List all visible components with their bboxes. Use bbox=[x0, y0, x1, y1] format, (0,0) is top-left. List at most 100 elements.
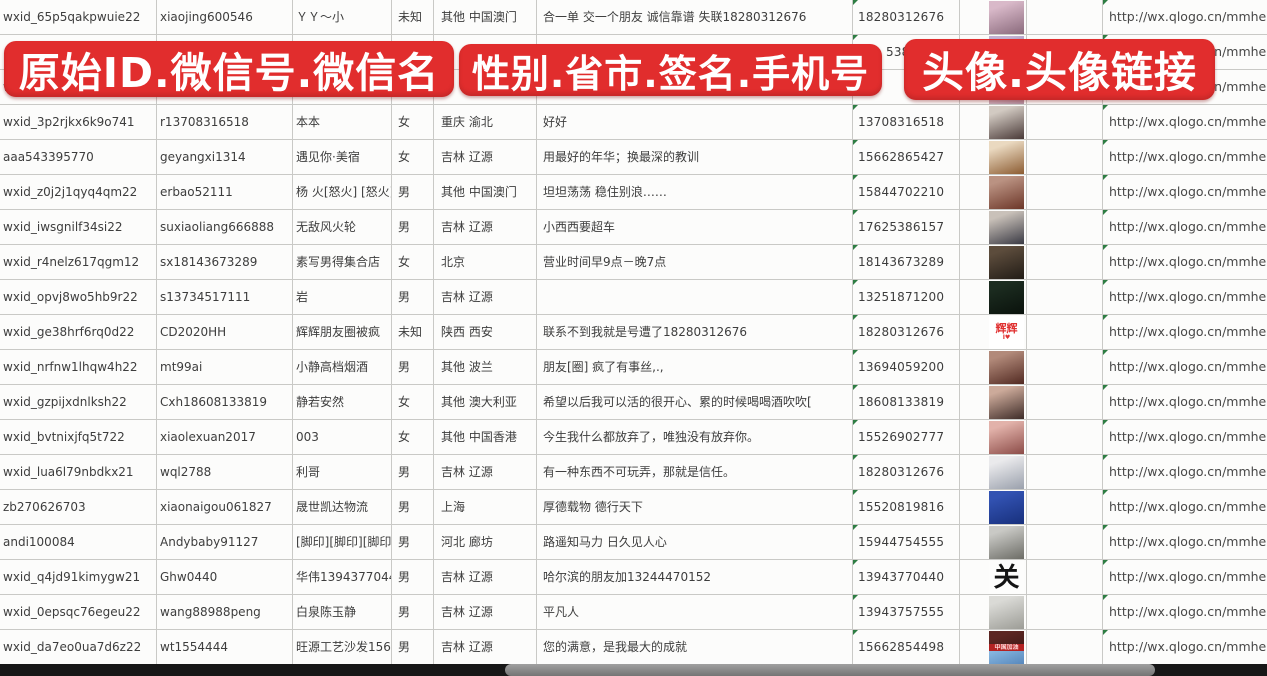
cell-phone[interactable]: 18280312676 bbox=[853, 315, 960, 350]
cell-phone[interactable]: 15662865427 bbox=[853, 140, 960, 175]
cell-gender[interactable]: 男 bbox=[392, 490, 434, 525]
cell-phone[interactable]: 13694059200 bbox=[853, 350, 960, 385]
cell-gender[interactable]: 男 bbox=[392, 280, 434, 315]
scrollbar-thumb[interactable] bbox=[505, 664, 1155, 676]
cell-wechat-id[interactable]: Andybaby91127 bbox=[157, 525, 293, 560]
cell-wechat-id[interactable]: Ghw0440 bbox=[157, 560, 293, 595]
cell-avatar-link[interactable]: http://wx.qlogo.cn/mmhead bbox=[1103, 245, 1267, 280]
cell-empty[interactable] bbox=[1027, 560, 1103, 595]
cell-gender[interactable]: 男 bbox=[392, 630, 434, 665]
cell-original-id[interactable]: wxid_0epsqc76egeu22 bbox=[0, 595, 157, 630]
cell-gender[interactable]: 女 bbox=[392, 140, 434, 175]
cell-wechat-id[interactable]: sx18143673289 bbox=[157, 245, 293, 280]
cell-signature[interactable]: 合一单 交一个朋友 诚信靠谱 失联18280312676 bbox=[537, 0, 853, 35]
cell-phone[interactable]: 15526902777 bbox=[853, 420, 960, 455]
cell-wechat-id[interactable]: wql2788 bbox=[157, 455, 293, 490]
cell-avatar[interactable] bbox=[960, 140, 1027, 175]
cell-original-id[interactable]: wxid_iwsgnilf34si22 bbox=[0, 210, 157, 245]
cell-wechat-id[interactable]: wt1554444 bbox=[157, 630, 293, 665]
cell-original-id[interactable]: wxid_r4nelz617qgm12 bbox=[0, 245, 157, 280]
cell-wechat-name[interactable]: 静若安然 bbox=[293, 385, 392, 420]
cell-original-id[interactable]: aaa543395770 bbox=[0, 140, 157, 175]
cell-avatar[interactable] bbox=[960, 210, 1027, 245]
cell-avatar-link[interactable]: http://wx.qlogo.cn/mmhead bbox=[1103, 175, 1267, 210]
cell-avatar[interactable] bbox=[960, 420, 1027, 455]
cell-signature[interactable]: 小西西要超车 bbox=[537, 210, 853, 245]
cell-original-id[interactable]: wxid_gzpijxdnlksh22 bbox=[0, 385, 157, 420]
cell-signature[interactable]: 哈尔滨的朋友加13244470152 bbox=[537, 560, 853, 595]
cell-phone[interactable]: 17625386157 bbox=[853, 210, 960, 245]
cell-signature[interactable]: 营业时间早9点－晚7点 bbox=[537, 245, 853, 280]
cell-empty[interactable] bbox=[1027, 595, 1103, 630]
cell-empty[interactable] bbox=[1027, 525, 1103, 560]
cell-avatar[interactable] bbox=[960, 280, 1027, 315]
cell-avatar-link[interactable]: http://wx.qlogo.cn/mmhead bbox=[1103, 420, 1267, 455]
cell-phone[interactable]: 15944754555 bbox=[853, 525, 960, 560]
cell-province-city[interactable]: 陕西 西安 bbox=[434, 315, 537, 350]
cell-signature[interactable]: 路遥知马力 日久见人心 bbox=[537, 525, 853, 560]
cell-phone[interactable]: 13708316518 bbox=[853, 105, 960, 140]
cell-avatar[interactable]: 辉辉 I♥ bbox=[960, 315, 1027, 350]
cell-wechat-name[interactable]: 素写男得集合店 bbox=[293, 245, 392, 280]
cell-province-city[interactable]: 河北 廊坊 bbox=[434, 525, 537, 560]
cell-avatar-link[interactable]: http://wx.qlogo.cn/mmhead bbox=[1103, 630, 1267, 665]
cell-phone[interactable]: 13251871200 bbox=[853, 280, 960, 315]
cell-avatar-link[interactable]: http://wx.qlogo.cn/mmhead bbox=[1103, 350, 1267, 385]
cell-original-id[interactable]: wxid_z0j2j1qyq4qm22 bbox=[0, 175, 157, 210]
cell-wechat-name[interactable]: 杨 火[怒火] [怒火] bbox=[293, 175, 392, 210]
cell-gender[interactable]: 女 bbox=[392, 245, 434, 280]
cell-avatar-link[interactable]: http://wx.qlogo.cn/mmhead bbox=[1103, 525, 1267, 560]
cell-wechat-name[interactable]: 遇见你·美宿 bbox=[293, 140, 392, 175]
cell-avatar-link[interactable]: http://wx.qlogo.cn/mmhead bbox=[1103, 280, 1267, 315]
cell-empty[interactable] bbox=[1027, 210, 1103, 245]
cell-original-id[interactable]: wxid_q4jd91kimygw21 bbox=[0, 560, 157, 595]
cell-avatar[interactable] bbox=[960, 385, 1027, 420]
cell-wechat-id[interactable]: mt99ai bbox=[157, 350, 293, 385]
cell-wechat-name[interactable]: 无敌风火轮 bbox=[293, 210, 392, 245]
cell-signature[interactable]: 有一种东西不可玩弄，那就是信任。 bbox=[537, 455, 853, 490]
cell-original-id[interactable]: wxid_nrfnw1lhqw4h22 bbox=[0, 350, 157, 385]
cell-wechat-name[interactable]: ＹＹ～小 bbox=[293, 0, 392, 35]
cell-province-city[interactable]: 吉林 辽源 bbox=[434, 140, 537, 175]
cell-signature[interactable] bbox=[537, 280, 853, 315]
cell-wechat-id[interactable]: s13734517111 bbox=[157, 280, 293, 315]
cell-empty[interactable] bbox=[1027, 175, 1103, 210]
cell-empty[interactable] bbox=[1027, 0, 1103, 35]
cell-gender[interactable]: 女 bbox=[392, 105, 434, 140]
cell-signature[interactable]: 希望以后我可以活的很开心、累的时候喝喝酒吹吹[ bbox=[537, 385, 853, 420]
cell-gender[interactable]: 女 bbox=[392, 385, 434, 420]
cell-province-city[interactable]: 上海 bbox=[434, 490, 537, 525]
cell-signature[interactable]: 好好 bbox=[537, 105, 853, 140]
cell-wechat-name[interactable]: 003 bbox=[293, 420, 392, 455]
cell-avatar-link[interactable]: http://wx.qlogo.cn/mmhead bbox=[1103, 315, 1267, 350]
cell-empty[interactable] bbox=[1027, 105, 1103, 140]
cell-empty[interactable] bbox=[1027, 385, 1103, 420]
cell-original-id[interactable]: wxid_da7eo0ua7d6z22 bbox=[0, 630, 157, 665]
cell-avatar-link[interactable]: http://wx.qlogo.cn/mmhead bbox=[1103, 560, 1267, 595]
cell-original-id[interactable]: zb270626703 bbox=[0, 490, 157, 525]
cell-wechat-id[interactable]: suxiaoliang666888 bbox=[157, 210, 293, 245]
cell-wechat-id[interactable]: xiaolexuan2017 bbox=[157, 420, 293, 455]
cell-avatar[interactable] bbox=[960, 525, 1027, 560]
cell-gender[interactable]: 男 bbox=[392, 175, 434, 210]
cell-signature[interactable]: 用最好的年华；换最深的教训 bbox=[537, 140, 853, 175]
cell-province-city[interactable]: 吉林 辽源 bbox=[434, 595, 537, 630]
cell-avatar-link[interactable]: http://wx.qlogo.cn/mmhead bbox=[1103, 105, 1267, 140]
cell-wechat-name[interactable]: 利哥 bbox=[293, 455, 392, 490]
cell-wechat-name[interactable]: 小静高档烟酒 bbox=[293, 350, 392, 385]
cell-avatar-link[interactable]: http://wx.qlogo.cn/mmhead bbox=[1103, 595, 1267, 630]
cell-wechat-name[interactable]: 本本 bbox=[293, 105, 392, 140]
cell-gender[interactable]: 男 bbox=[392, 350, 434, 385]
cell-province-city[interactable]: 吉林 辽源 bbox=[434, 630, 537, 665]
cell-wechat-id[interactable]: xiaonaigou061827 bbox=[157, 490, 293, 525]
cell-phone[interactable]: 18280312676 bbox=[853, 0, 960, 35]
cell-original-id[interactable]: wxid_3p2rjkx6k9o741 bbox=[0, 105, 157, 140]
cell-original-id[interactable]: andi100084 bbox=[0, 525, 157, 560]
cell-empty[interactable] bbox=[1027, 140, 1103, 175]
cell-province-city[interactable]: 其他 中国香港 bbox=[434, 420, 537, 455]
cell-gender[interactable]: 男 bbox=[392, 455, 434, 490]
cell-phone[interactable]: 13943757555 bbox=[853, 595, 960, 630]
cell-wechat-name[interactable]: 华伟13943770440 bbox=[293, 560, 392, 595]
cell-phone[interactable]: 18143673289 bbox=[853, 245, 960, 280]
cell-avatar[interactable] bbox=[960, 595, 1027, 630]
